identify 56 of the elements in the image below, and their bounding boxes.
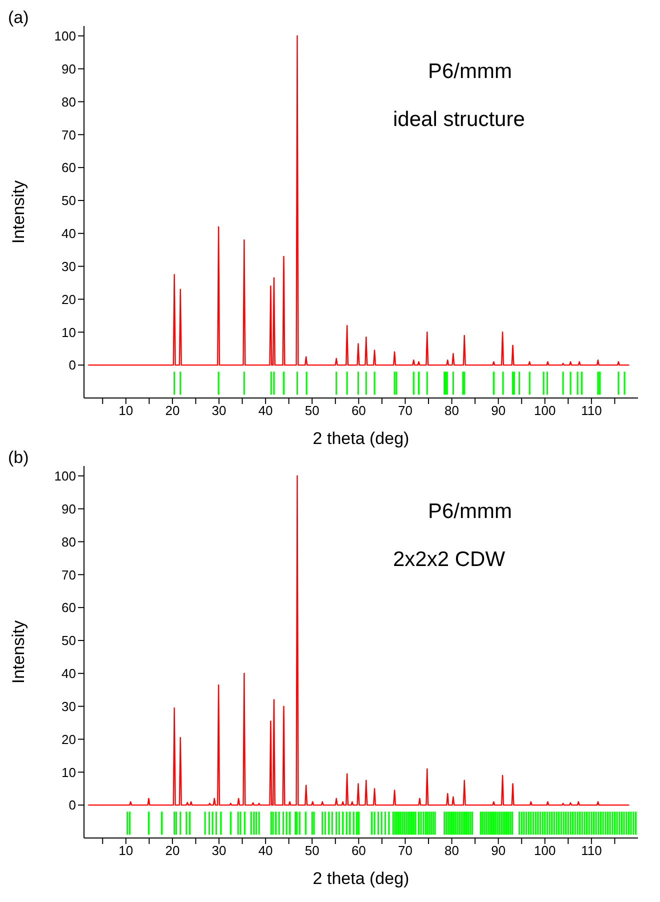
x-axis-title: 2 theta (deg) <box>312 869 410 888</box>
y-tick-label: 30 <box>62 698 76 714</box>
x-tick-label: 10 <box>118 403 134 418</box>
y-tick-label: 50 <box>62 633 76 648</box>
x-tick-label: 30 <box>212 403 226 418</box>
line-series <box>88 35 630 366</box>
y-tick-label: 0 <box>68 798 76 813</box>
annotation: ideal structure <box>393 108 525 132</box>
x-tick-label: 110 <box>581 403 602 418</box>
x-axis-title: 2 theta (deg) <box>312 429 410 448</box>
x-tick-label: 80 <box>444 403 460 418</box>
y-tick-label: 90 <box>62 61 76 76</box>
x-tick-label: 20 <box>165 403 180 418</box>
x-tick-label: 80 <box>444 843 460 858</box>
x-tick-label: 60 <box>351 403 366 418</box>
annotation: P6/mmm <box>428 60 512 84</box>
x-tick-label: 30 <box>212 843 226 858</box>
x-tick-label: 70 <box>398 843 412 858</box>
x-tick-label: 50 <box>304 403 320 418</box>
x-tick-label: 50 <box>304 843 320 858</box>
x-tick-label: 100 <box>534 403 556 418</box>
x-tick-label: 40 <box>258 403 273 418</box>
y-tick-label: 90 <box>62 501 76 516</box>
y-axis-title: Intensity <box>9 180 28 244</box>
y-tick-label: 20 <box>62 292 76 307</box>
x-tick-label: 40 <box>258 843 273 858</box>
y-tick-label: 80 <box>62 94 76 110</box>
x-tick-label: 70 <box>398 403 412 418</box>
y-axis-title: Intensity <box>9 620 28 684</box>
line-series <box>88 475 630 806</box>
text: (a) <box>8 8 29 28</box>
y-tick-label: 70 <box>62 127 76 142</box>
y-tick-label: 0 <box>68 358 76 373</box>
y-tick-label: 100 <box>54 468 76 484</box>
annotation: 2x2x2 CDW <box>393 548 506 572</box>
x-tick-label: 10 <box>118 843 134 858</box>
y-tick-label: 70 <box>62 567 76 582</box>
text: (b) <box>8 448 29 468</box>
y-tick-label: 50 <box>62 193 76 208</box>
y-tick-label: 10 <box>62 324 76 340</box>
annotation: P6/mmm <box>428 500 512 524</box>
y-tick-label: 30 <box>62 258 76 274</box>
y-tick-label: 100 <box>54 28 76 44</box>
x-tick-label: 110 <box>581 843 602 858</box>
y-tick-label: 20 <box>62 732 76 747</box>
y-tick-label: 60 <box>62 160 76 176</box>
x-tick-label: 90 <box>491 843 506 858</box>
x-tick-label: 90 <box>491 403 506 418</box>
y-tick-label: 80 <box>62 534 76 550</box>
y-tick-label: 60 <box>62 600 76 616</box>
y-tick-label: 40 <box>62 226 76 242</box>
x-tick-label: 100 <box>534 843 556 858</box>
x-tick-label: 60 <box>351 843 366 858</box>
x-tick-label: 20 <box>165 843 180 858</box>
y-tick-label: 10 <box>62 764 76 780</box>
y-tick-label: 40 <box>62 666 76 682</box>
